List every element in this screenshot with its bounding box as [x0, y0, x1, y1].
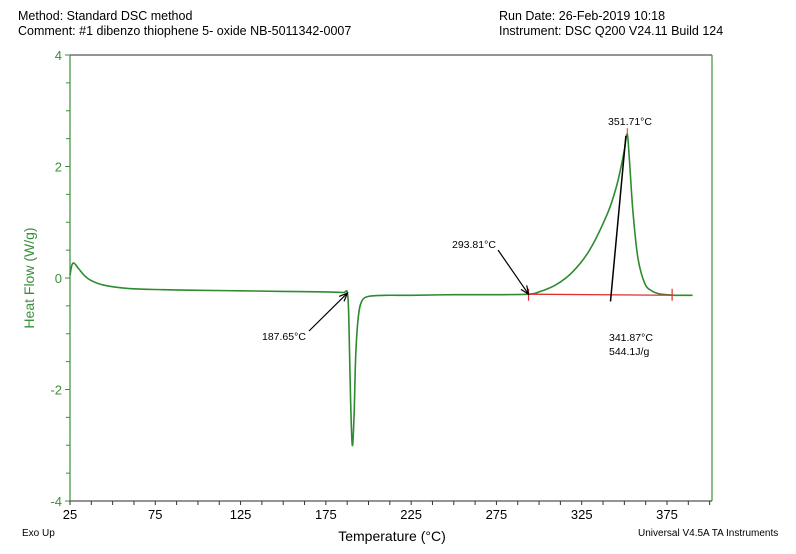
x-tick-label: 175 — [315, 507, 337, 522]
y-tick-label: -4 — [50, 494, 62, 509]
comment-text: Comment: #1 dibenzo thiophene 5- oxide N… — [18, 24, 352, 38]
x-axis-label: Temperature (°C) — [338, 528, 446, 544]
header-right: Run Date: 26-Feb-2019 10:18 Instrument: … — [499, 9, 723, 39]
integration-baseline — [528, 293, 673, 296]
y-tick-label: 0 — [55, 271, 62, 286]
run-date-text: Run Date: 26-Feb-2019 10:18 — [499, 9, 666, 23]
method-text: Method: Standard DSC method — [18, 9, 193, 23]
y-tick-label: 4 — [55, 48, 62, 63]
onset-label-1: 187.65°C — [262, 331, 306, 343]
heat-flow-curve — [69, 133, 693, 447]
annotations: 187.65°C 293.81°C 351.71°C 341.87°C 544.1J/g — [262, 116, 673, 358]
x-tick-label: 325 — [571, 507, 593, 522]
software-label: Universal V4.5A TA Instruments — [638, 528, 779, 539]
heat-flow-line — [69, 133, 693, 447]
onset-label-2: 293.81°C — [452, 239, 496, 251]
exo-up-label: Exo Up — [22, 528, 55, 539]
axes: 4 2 0 -2 -425 75 125 175 225 275 325 375 Temperature… — [21, 48, 713, 544]
x-tick-label: 275 — [486, 507, 508, 522]
y-axis-label: Heat Flow (W/g) — [21, 227, 37, 328]
instrument-text: Instrument: DSC Q200 V24.11 Build 124 — [499, 24, 724, 38]
x-tick-label: 375 — [656, 507, 678, 522]
onset-tangent-line — [609, 135, 627, 302]
onset-arrow-2 — [497, 249, 530, 295]
y-tick-label: -2 — [50, 383, 62, 398]
x-tick-label: 225 — [400, 507, 422, 522]
extrapolated-onset-label: 341.87°C — [609, 332, 653, 344]
x-tick-label: 125 — [230, 507, 252, 522]
x-tick-label: 25 — [63, 507, 77, 522]
header-left: Method: Standard DSC method Comment: #1 … — [18, 9, 351, 39]
x-tick-label: 75 — [148, 507, 162, 522]
enthalpy-label: 544.1J/g — [609, 346, 649, 358]
y-tick-label: 2 — [55, 160, 62, 175]
peak-label: 351.71°C — [608, 116, 652, 128]
onset-arrow-1 — [308, 292, 348, 332]
